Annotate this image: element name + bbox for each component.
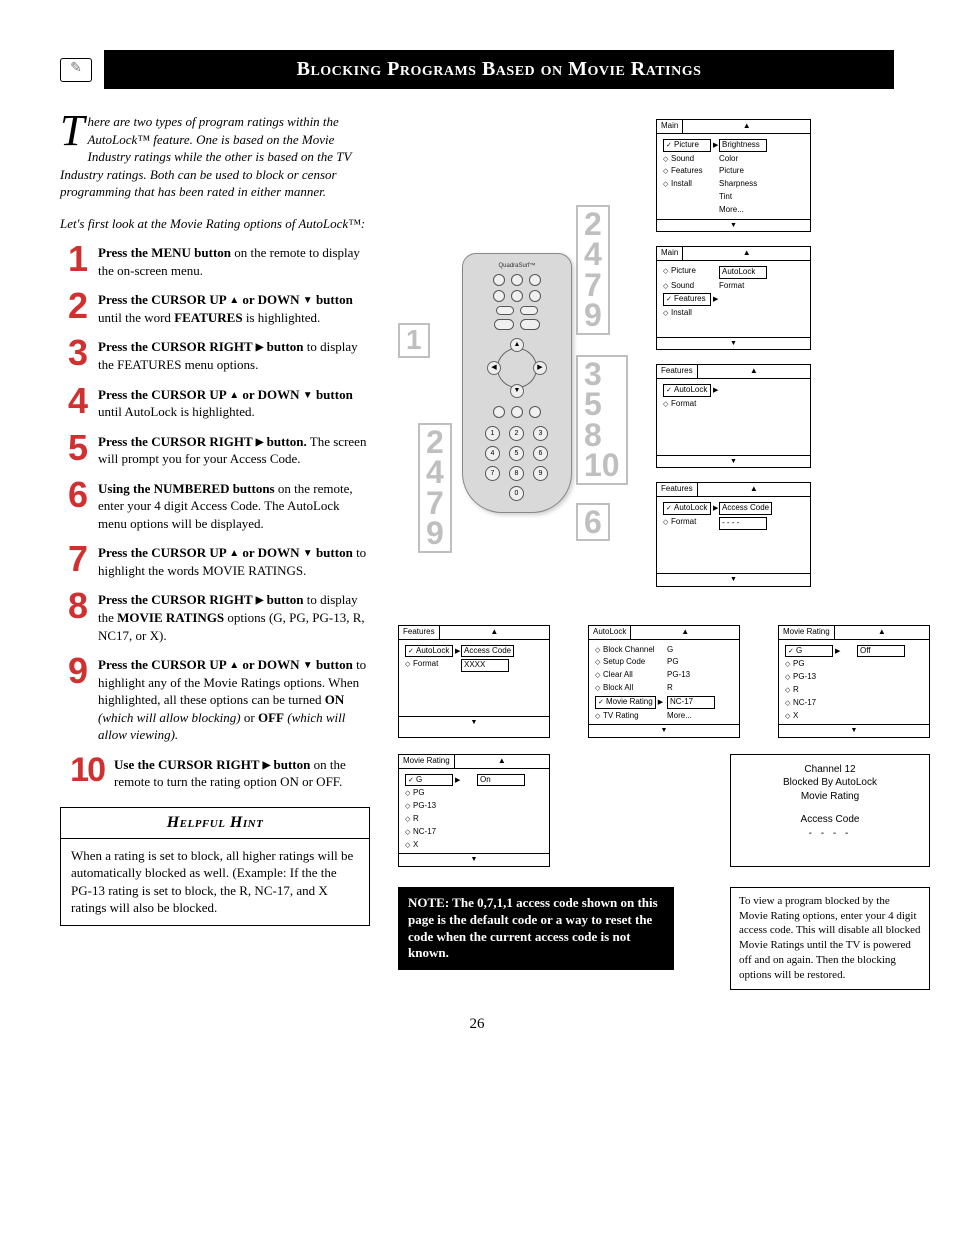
step-text: Press the CURSOR UP ▲ or DOWN ▼ button t…: [98, 656, 370, 744]
numpad-key[interactable]: 2: [509, 426, 524, 441]
step-number: 3: [60, 338, 88, 369]
intro-text: here are two types of program ratings wi…: [60, 114, 351, 199]
blocked-access-label: Access Code: [741, 813, 919, 827]
cursor-left-button[interactable]: ◀: [487, 361, 501, 375]
osd-features-accesscode: Features▲ ✓AutoLock▶Access Code◇Format- …: [656, 482, 811, 586]
numpad-key[interactable]: 3: [533, 426, 548, 441]
step-item: 4 Press the CURSOR UP ▲ or DOWN ▼ button…: [60, 386, 370, 421]
page-header: ✎ Blocking Programs Based on Movie Ratin…: [60, 50, 894, 89]
note-box: NOTE: The 0,7,1,1 access code shown on t…: [398, 887, 674, 971]
osd-bottom-grid: Features▲ ✓AutoLock▶Access Code◇FormatXX…: [398, 625, 930, 867]
callout-1: 1: [398, 323, 430, 358]
step-number: 7: [60, 544, 88, 575]
step-number: 4: [60, 386, 88, 417]
numpad-key[interactable]: 7: [485, 466, 500, 481]
hint-title: Helpful Hint: [61, 808, 369, 839]
step-number: 9: [60, 656, 88, 687]
callout-2479-top: 2479: [576, 205, 610, 335]
step-text: Press the CURSOR UP ▲ or DOWN ▼ button u…: [98, 291, 370, 326]
lower-notes-row: NOTE: The 0,7,1,1 access code shown on t…: [398, 887, 930, 990]
step-item: 2 Press the CURSOR UP ▲ or DOWN ▼ button…: [60, 291, 370, 326]
step-item: 6 Using the NUMBERED buttons on the remo…: [60, 480, 370, 533]
osd-features-autolock: Features▲ ✓AutoLock▶◇Format ▼: [656, 364, 811, 468]
numpad-key[interactable]: 4: [485, 446, 500, 461]
left-column: T here are two types of program ratings …: [60, 113, 370, 990]
view-note-box: To view a program blocked by the Movie R…: [730, 887, 930, 990]
step-number: 1: [60, 244, 88, 275]
step-item: 5 Press the CURSOR RIGHT ▶ button. The s…: [60, 433, 370, 468]
step-text: Press the CURSOR UP ▲ or DOWN ▼ button u…: [98, 386, 370, 421]
diagram-top-row: 2479 1 35810 2479 6 QuadraSurf™ ▲: [398, 113, 930, 587]
step-text: Use the CURSOR RIGHT ▶ button on the rem…: [114, 756, 370, 791]
osd-movierating-on: Movie Rating▲ ✓G▶On◇PG◇PG-13◇R◇NC-17◇X ▼: [398, 754, 550, 867]
step-item: 10 Use the CURSOR RIGHT ▶ button on the …: [60, 756, 370, 791]
step-item: 1 Press the MENU button on the remote to…: [60, 244, 370, 279]
remote-brand: QuadraSurf™: [498, 262, 535, 270]
step-item: 3 Press the CURSOR RIGHT ▶ button to dis…: [60, 338, 370, 373]
page-number: 26: [60, 1014, 894, 1034]
cursor-up-button[interactable]: ▲: [510, 338, 524, 352]
osd-main-features: Main▲ ◇PictureAutoLock◇SoundFormat✓Featu…: [656, 246, 811, 350]
osd-main-picture: Main▲ ✓Picture▶Brightness◇SoundColor◇Fea…: [656, 119, 811, 232]
hint-body: When a rating is set to block, all highe…: [61, 839, 369, 925]
cursor-down-button[interactable]: ▼: [510, 384, 524, 398]
menu-button[interactable]: [496, 306, 514, 315]
steps-list: 1 Press the MENU button on the remote to…: [60, 244, 370, 791]
numpad-key[interactable]: 1: [485, 426, 500, 441]
numpad-key[interactable]: 9: [533, 466, 548, 481]
step-text: Using the NUMBERED buttons on the remote…: [98, 480, 370, 533]
blocked-by: Blocked By AutoLock: [741, 776, 919, 790]
step-number: 8: [60, 591, 88, 622]
numpad-key[interactable]: 6: [533, 446, 548, 461]
step-text: Press the MENU button on the remote to d…: [98, 244, 370, 279]
osd-movierating-off: Movie Rating▲ ✓G▶Off◇PG◇PG-13◇R◇NC-17◇X …: [778, 625, 930, 738]
callout-2479-left: 2479: [418, 423, 452, 553]
blocked-reason: Movie Rating: [741, 790, 919, 804]
callout-35810: 35810: [576, 355, 628, 485]
page-icon: ✎: [60, 58, 92, 82]
callout-6: 6: [576, 503, 610, 541]
numpad-key[interactable]: 8: [509, 466, 524, 481]
step-text: Press the CURSOR RIGHT ▶ button. The scr…: [98, 433, 370, 468]
right-column: 2479 1 35810 2479 6 QuadraSurf™ ▲: [398, 113, 930, 990]
blocked-dashes: - - - -: [741, 827, 919, 841]
numpad-key[interactable]: 0: [509, 486, 524, 501]
step-item: 9 Press the CURSOR UP ▲ or DOWN ▼ button…: [60, 656, 370, 744]
step-text: Press the CURSOR UP ▲ or DOWN ▼ button t…: [98, 544, 370, 579]
dpad[interactable]: ▲ ▼ ◀ ▶: [487, 338, 547, 398]
intro-paragraph: T here are two types of program ratings …: [60, 113, 370, 201]
blocked-channel: Channel 12: [741, 763, 919, 777]
numpad-key[interactable]: 5: [509, 446, 524, 461]
lead-in: Let's first look at the Movie Rating opt…: [60, 215, 370, 233]
remote-area: 2479 1 35810 2479 6 QuadraSurf™ ▲: [398, 113, 638, 533]
step-number: 5: [60, 433, 88, 464]
step-item: 8 Press the CURSOR RIGHT ▶ button to dis…: [60, 591, 370, 644]
remote-control: QuadraSurf™ ▲ ▼ ◀ ▶ 123 456: [462, 253, 572, 513]
step-item: 7 Press the CURSOR UP ▲ or DOWN ▼ button…: [60, 544, 370, 579]
osd-autolock-menu: AutoLock▲ ◇Block ChannelG◇Setup CodePG◇C…: [588, 625, 740, 738]
osd-features-xxxx: Features▲ ✓AutoLock▶Access Code◇FormatXX…: [398, 625, 550, 738]
step-text: Press the CURSOR RIGHT ▶ button to displ…: [98, 591, 370, 644]
step-number: 2: [60, 291, 88, 322]
page-title: Blocking Programs Based on Movie Ratings: [104, 50, 894, 89]
intro-dropcap: T: [60, 113, 87, 149]
blocked-screen: Channel 12 Blocked By AutoLock Movie Rat…: [730, 754, 930, 867]
osd-column: Main▲ ✓Picture▶Brightness◇SoundColor◇Fea…: [656, 113, 930, 587]
step-number: 6: [60, 480, 88, 511]
step-number: 10: [60, 756, 104, 785]
step-text: Press the CURSOR RIGHT ▶ button to displ…: [98, 338, 370, 373]
cursor-right-button[interactable]: ▶: [533, 361, 547, 375]
helpful-hint-box: Helpful Hint When a rating is set to blo…: [60, 807, 370, 926]
number-pad[interactable]: 123 456 7890: [485, 426, 549, 501]
